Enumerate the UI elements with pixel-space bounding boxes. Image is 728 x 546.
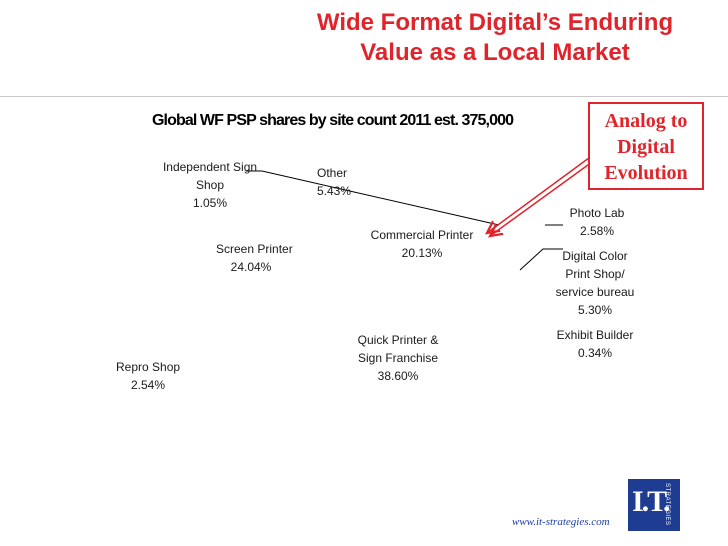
slice-label-text: Photo Lab <box>569 206 625 220</box>
slice-label-text: Independent Sign <box>162 160 258 174</box>
slice-label-text: Sign Franchise <box>357 351 439 365</box>
slice-value-label: 20.13% <box>401 246 443 260</box>
callout-line-2: Digital <box>617 136 675 158</box>
slice-value-label: 24.04% <box>230 260 272 274</box>
slice-label: Screen Printer 24.04% <box>216 240 293 276</box>
callout-arrow <box>487 151 600 236</box>
slide-title-line-2: Value as a Local Market <box>360 39 630 66</box>
logo-subtext: STRATEGIES <box>664 483 670 526</box>
slice-label-text: Quick Printer & <box>357 333 439 347</box>
slice-label-text: Screen Printer <box>216 242 293 256</box>
slice-label-text: Commercial Printer <box>370 228 474 242</box>
slice-value-label: 38.60% <box>377 369 419 383</box>
callout-box: Analog to Digital Evolution <box>588 102 704 190</box>
slide-title-line-1: Wide Format Digital’s Enduring <box>316 9 674 36</box>
callout-arrow-line <box>487 151 598 233</box>
slice-label: Photo Lab 2.58% <box>565 204 629 240</box>
leader-line <box>519 248 563 271</box>
leader-line <box>246 170 500 226</box>
callout-arrow-line <box>490 156 600 236</box>
slice-value-label: 2.54% <box>130 378 166 392</box>
slice-value-label: 2.58% <box>579 224 615 238</box>
slice-label-text: Repro Shop <box>116 360 181 374</box>
leader-lines <box>246 170 563 271</box>
slice-label: Quick Printer & Sign Franchise 38.60% <box>350 331 446 385</box>
slice-label: Commercial Printer 20.13% <box>368 226 476 262</box>
callout-line-3: Evolution <box>604 162 688 184</box>
slice-label: Digital Color Print Shop/service bureau 5.… <box>552 247 638 319</box>
callout-line-1: Analog to <box>604 110 688 132</box>
slice-label-text: service bureau <box>555 285 635 299</box>
chart-title: Global WF PSP shares by site count 2011 … <box>152 112 514 129</box>
slice-label-text: Digital Color <box>562 249 628 263</box>
company-logo: I.T. STRATEGIES <box>628 479 680 531</box>
slice-value-label: 5.30% <box>577 303 613 317</box>
slice-label-text: Shop <box>195 178 225 192</box>
slice-value-label: 0.34% <box>577 346 613 360</box>
slice-value-label: 1.05% <box>192 196 228 210</box>
slide-title: Wide Format Digital’s Enduring Value as … <box>270 8 720 68</box>
slice-label: Other 5.43% <box>317 164 361 200</box>
title-divider <box>0 96 728 97</box>
slice-label-text: Print Shop/ <box>565 267 625 281</box>
slice-label-text: Exhibit Builder <box>556 328 634 342</box>
slice-value-label: 5.43% <box>317 184 352 198</box>
slice-label: Exhibit Builder 0.34% <box>552 326 638 362</box>
slice-label: Repro Shop 2.54% <box>116 358 180 394</box>
slice-label-text: Other <box>317 166 348 180</box>
footer-url[interactable]: www.it-strategies.com <box>512 516 610 528</box>
logo-mark: I.T. <box>632 485 670 518</box>
slice-label: Independent Sign Shop 1.05% <box>162 158 258 212</box>
